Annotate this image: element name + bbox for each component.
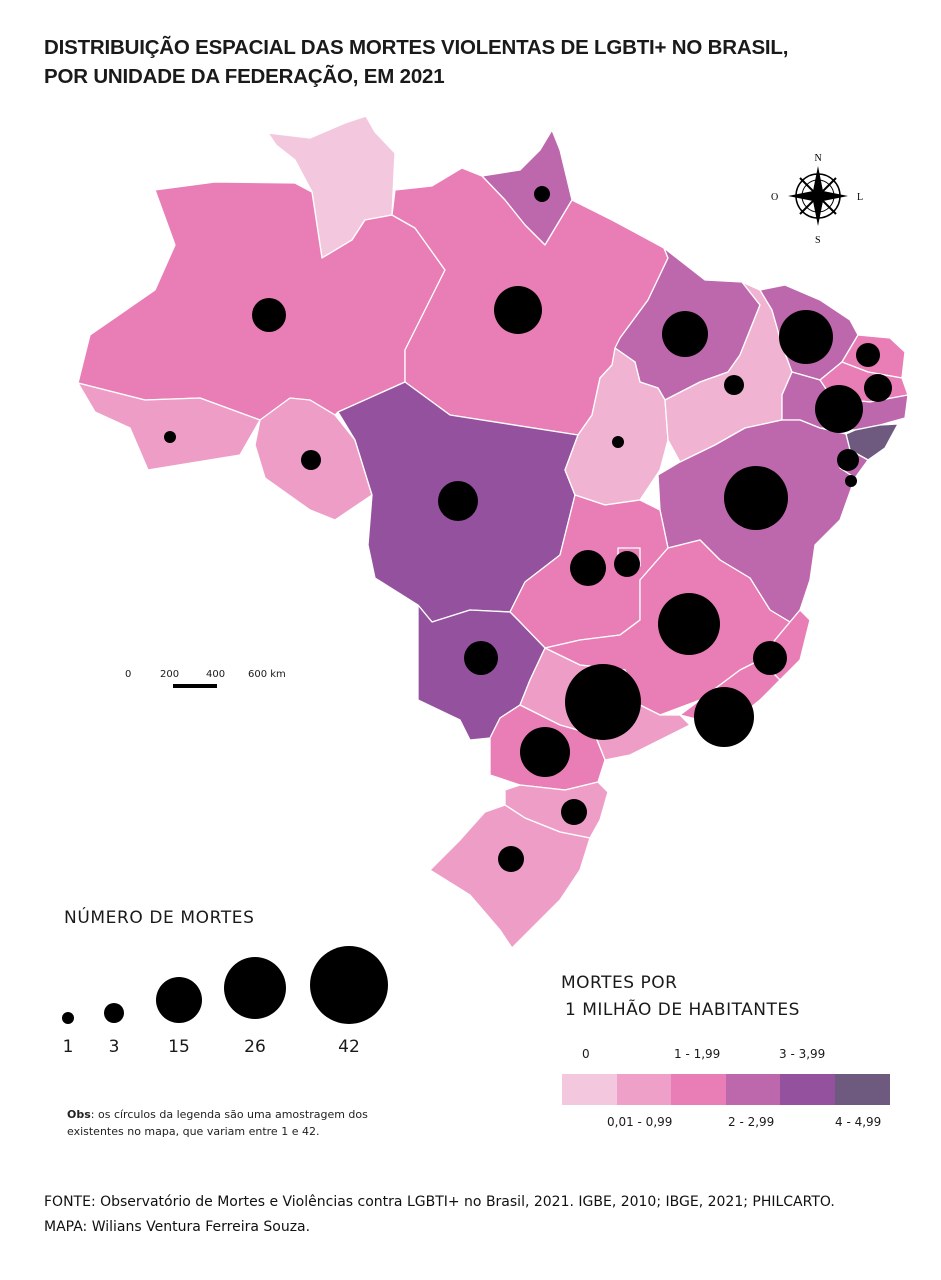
circle-rondonia xyxy=(301,450,321,470)
circle-alagoas xyxy=(837,449,859,471)
rate-label-4: 3 - 3,99 xyxy=(779,1047,826,1061)
rate-swatch-1 xyxy=(616,1074,672,1105)
rate-swatch-4 xyxy=(780,1074,835,1105)
size-label-26: 26 xyxy=(244,1037,266,1057)
circle-parana xyxy=(520,727,570,777)
scale-bar: 0 200 400 600 km xyxy=(120,667,320,697)
size-legend-title: NÚMERO DE MORTES xyxy=(64,908,255,928)
circle-maranhao xyxy=(662,311,708,357)
circle-tocantins xyxy=(612,436,624,448)
circle-piaui xyxy=(724,375,744,395)
rate-label-1: 0,01 - 0,99 xyxy=(607,1115,673,1129)
circle-minas-gerais xyxy=(658,593,720,655)
circle-goias xyxy=(570,550,606,586)
compass-rose-icon: N S O L xyxy=(771,153,863,246)
circle-amazonas xyxy=(252,298,286,332)
circle-santa-catarina xyxy=(561,799,587,825)
source-note: FONTE: Observatório de Mortes e Violênci… xyxy=(44,1190,835,1240)
rate-label-3: 2 - 2,99 xyxy=(728,1115,775,1129)
compass-north: N xyxy=(815,153,822,164)
size-label-1: 1 xyxy=(62,1037,74,1057)
state-rio-grande-do-sul xyxy=(429,804,591,949)
scale-label-600: 600 km xyxy=(248,669,286,680)
title-line-1: DISTRIBUIÇÃO ESPACIAL DAS MORTES VIOLENT… xyxy=(44,36,789,59)
rate-label-2: 1 - 1,99 xyxy=(674,1047,721,1061)
compass-west: O xyxy=(771,192,778,203)
circle-acre xyxy=(164,431,176,443)
circle-rio-de-janeiro xyxy=(694,687,754,747)
title-line-2: POR UNIDADE DA FEDERAÇÃO, EM 2021 xyxy=(44,65,445,88)
size-label-15: 15 xyxy=(168,1037,190,1057)
rate-label-0: 0 xyxy=(582,1047,590,1061)
scale-label-200: 200 xyxy=(160,669,180,680)
map-title: DISTRIBUIÇÃO ESPACIAL DAS MORTES VIOLENT… xyxy=(44,33,788,91)
size-label-42: 42 xyxy=(338,1037,360,1057)
compass-south: S xyxy=(815,235,821,246)
legend-note-bold: Obs xyxy=(67,1108,91,1121)
rate-swatch-3 xyxy=(725,1074,781,1105)
rate-label-5: 4 - 4,99 xyxy=(835,1115,882,1129)
circle-sao-paulo xyxy=(565,664,641,740)
circle-amapa xyxy=(534,186,550,202)
legend-circle-15 xyxy=(156,977,202,1023)
circle-bahia xyxy=(724,466,788,530)
circle-rio-grande-do-sul xyxy=(498,846,524,872)
circle-rio-grande-do-norte xyxy=(856,343,880,367)
rate-swatch-0 xyxy=(562,1074,617,1105)
circle-espirito-santo xyxy=(753,641,787,675)
compass-east: L xyxy=(857,192,863,203)
circle-mato-grosso-do-sul xyxy=(464,641,498,675)
rate-title-line-2: 1 MILHÃO DE HABITANTES xyxy=(565,1000,800,1020)
circle-paraiba xyxy=(864,374,892,402)
legend-circle-26 xyxy=(224,957,286,1019)
legend-note-text: : os círculos da legenda são uma amostra… xyxy=(67,1108,368,1138)
size-legend-circles xyxy=(62,946,388,1024)
source-line-2: MAPA: Wilians Ventura Ferreira Souza. xyxy=(44,1219,311,1235)
legend-circle-42 xyxy=(310,946,388,1024)
circle-para xyxy=(494,286,542,334)
rate-swatch-2 xyxy=(671,1074,726,1105)
circle-distrito-federal xyxy=(614,551,640,577)
legend-circle-1 xyxy=(62,1012,74,1024)
source-line-1: FONTE: Observatório de Mortes e Violênci… xyxy=(44,1194,835,1210)
circle-pernambuco xyxy=(815,385,863,433)
state-acre xyxy=(77,382,261,471)
size-label-3: 3 xyxy=(108,1037,120,1057)
rate-legend-title: MORTES POR 1 MILHÃO DE HABITANTES xyxy=(561,970,800,1024)
legend-circle-3 xyxy=(104,1003,124,1023)
legend-note: Obs: os círculos da legenda são uma amos… xyxy=(67,1106,387,1140)
rate-title-line-1: MORTES POR xyxy=(561,973,678,993)
circle-ceara xyxy=(779,310,833,364)
scale-bar-line xyxy=(173,684,217,688)
scale-label-0: 0 xyxy=(125,669,132,680)
rate-swatch-5 xyxy=(834,1074,890,1105)
circle-mato-grosso xyxy=(438,481,478,521)
scale-label-400: 400 xyxy=(206,669,226,680)
circle-sergipe xyxy=(845,475,857,487)
